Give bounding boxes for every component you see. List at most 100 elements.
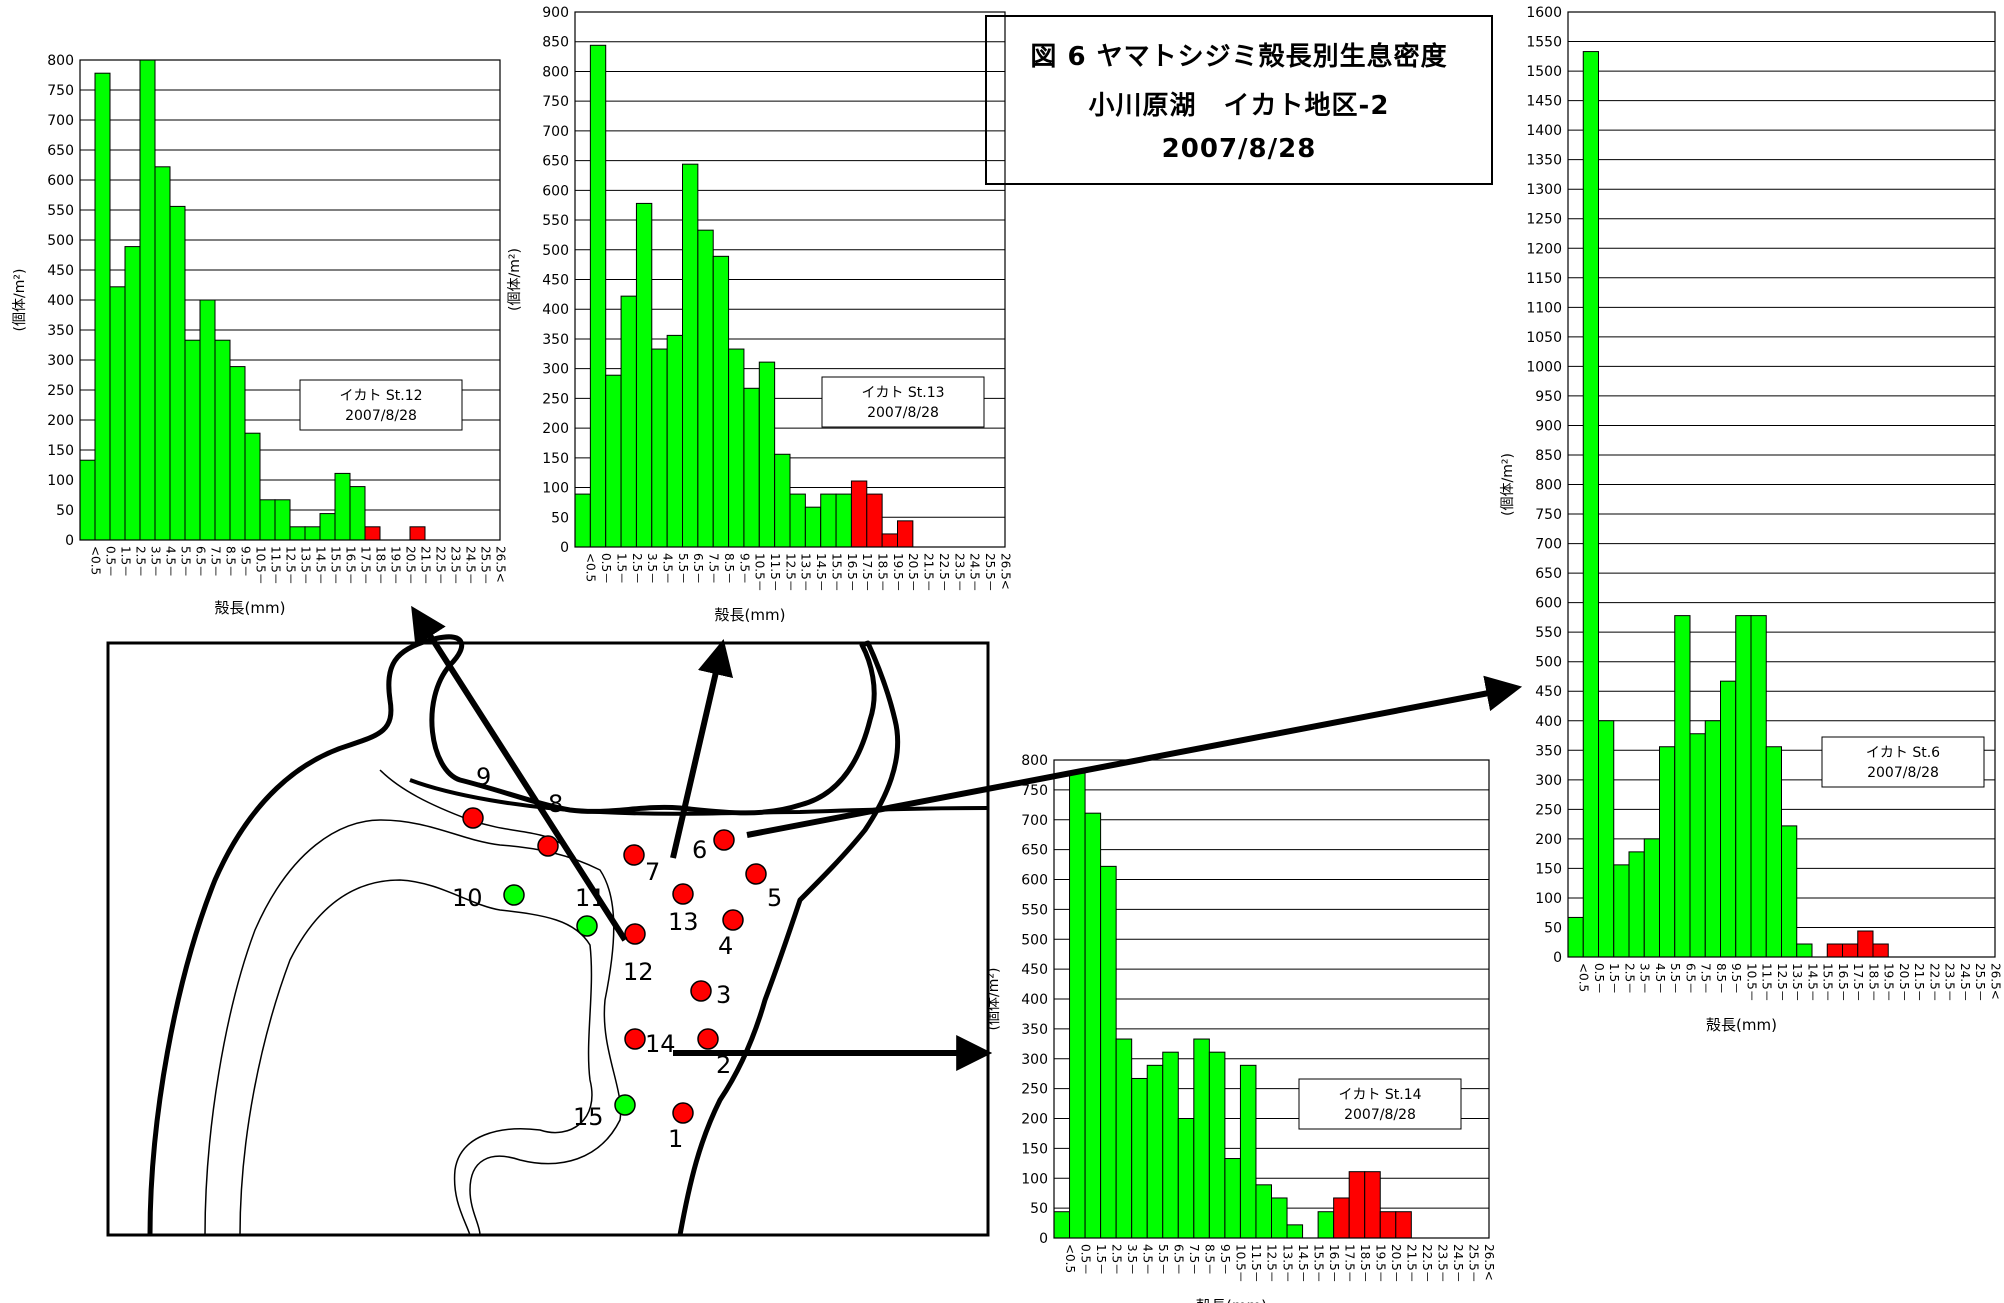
x-tick-label: 1.5－ — [1607, 963, 1621, 994]
x-tick-label: <0.5 — [1063, 1244, 1077, 1273]
station-number: 3 — [716, 981, 731, 1009]
bar — [1872, 943, 1889, 958]
x-tick-label: 26.5< — [998, 553, 1012, 590]
station-dot — [503, 884, 525, 906]
bar — [304, 526, 321, 541]
arrow — [746, 675, 1523, 838]
x-tick-label: 4.5－ — [660, 553, 674, 584]
bar — [79, 459, 96, 541]
bar — [820, 493, 837, 548]
x-axis-label: 殻長(mm) — [215, 599, 286, 617]
y-tick-label: 300 — [1535, 773, 1562, 789]
bar — [1193, 1038, 1210, 1239]
bar — [850, 480, 868, 548]
station-number: 9 — [476, 763, 491, 791]
x-tick-label: 5.5－ — [179, 546, 193, 577]
bar — [289, 526, 306, 541]
y-tick-label: 1250 — [1526, 212, 1562, 228]
bar — [1643, 838, 1660, 958]
x-tick-label: 13.5－ — [1790, 963, 1804, 1002]
bar — [1582, 51, 1599, 958]
bar — [1379, 1211, 1397, 1239]
station-number: 6 — [692, 836, 707, 864]
station-dot — [722, 909, 744, 931]
station-dot — [462, 807, 484, 829]
y-tick-label: 900 — [542, 5, 569, 21]
station-dot — [624, 923, 646, 945]
x-tick-label: 8.5－ — [1203, 1244, 1217, 1275]
station-dot — [672, 883, 694, 905]
bar — [94, 72, 111, 541]
y-tick-label: 350 — [47, 323, 74, 339]
x-tick-label: 24.5－ — [1451, 1244, 1465, 1283]
y-tick-label: 1400 — [1526, 123, 1562, 139]
y-tick-label: 650 — [1535, 566, 1562, 582]
y-tick-label: 200 — [542, 421, 569, 437]
y-tick-label: 100 — [1535, 891, 1562, 907]
y-tick-label: 750 — [1535, 507, 1562, 523]
x-tick-label: 3.5－ — [1125, 1244, 1139, 1275]
x-tick-label: 9.5－ — [239, 546, 253, 577]
bar — [1857, 930, 1874, 958]
y-tick-label: 150 — [1021, 1141, 1048, 1157]
station-label: イカト St.13 — [861, 385, 944, 401]
y-tick-label: 400 — [1021, 992, 1048, 1008]
station-label: イカト St.14 — [1338, 1087, 1421, 1103]
bar — [1053, 1211, 1071, 1239]
x-tick-label: 26.5< — [1482, 1244, 1496, 1281]
bar — [712, 255, 730, 548]
x-tick-label: 25.5－ — [983, 553, 997, 592]
x-tick-label: <0.5 — [1577, 963, 1591, 992]
x-tick-label: 6.5－ — [1683, 963, 1697, 994]
x-tick-label: 16.5－ — [344, 546, 358, 585]
bar — [259, 499, 276, 541]
bar — [666, 334, 684, 548]
y-tick-label: 1300 — [1526, 182, 1562, 198]
x-tick-label: 4.5－ — [164, 546, 178, 577]
depth-contour-1 — [204, 819, 622, 1236]
arrow — [411, 605, 628, 942]
x-tick-label: 11.5－ — [269, 546, 283, 585]
shoreline — [147, 634, 901, 1236]
plot-frame — [1567, 11, 1996, 958]
bar — [881, 533, 899, 548]
station-number: 2 — [716, 1051, 731, 1079]
y-tick-label: 100 — [47, 473, 74, 489]
x-tick-label: 2.5－ — [1622, 963, 1636, 994]
x-tick-label: 7.5－ — [1187, 1244, 1201, 1275]
station-label-box — [299, 379, 463, 431]
y-tick-label: 150 — [542, 451, 569, 467]
y-tick-label: 400 — [1535, 714, 1562, 730]
bar — [1613, 864, 1630, 958]
y-tick-label: 350 — [542, 332, 569, 348]
x-tick-label: 21.5－ — [1912, 963, 1926, 1002]
station-number: 14 — [645, 1030, 676, 1058]
station-dot — [690, 980, 712, 1002]
x-tick-label: 22.5－ — [937, 553, 951, 592]
x-tick-label: 13.5－ — [1280, 1244, 1294, 1283]
y-tick-label: 450 — [1535, 684, 1562, 700]
x-tick-label: 15.5－ — [1311, 1244, 1325, 1283]
x-tick-label: 5.5－ — [676, 553, 690, 584]
x-tick-label: 12.5－ — [1775, 963, 1789, 1002]
y-tick-label: 300 — [1021, 1052, 1048, 1068]
x-tick-label: 6.5－ — [1172, 1244, 1186, 1275]
y-tick-label: 850 — [542, 35, 569, 51]
histogram-3: 0 50 100 150 200 250 300 350 400 450 500 550 600 650 7… — [1500, 5, 2002, 1034]
bar — [274, 499, 291, 541]
bar — [1146, 1064, 1164, 1239]
y-tick-label: 450 — [1021, 962, 1048, 978]
x-axis-label: 殻長(mm) — [1196, 1297, 1267, 1303]
y-tick-label: 400 — [542, 302, 569, 318]
x-tick-label: 8.5－ — [224, 546, 238, 577]
x-tick-label: 23.5－ — [1943, 963, 1957, 1002]
y-tick-label: 550 — [542, 213, 569, 229]
y-tick-label: 1450 — [1526, 94, 1562, 110]
bar — [835, 493, 852, 548]
x-tick-label: 0.5－ — [599, 553, 613, 584]
x-tick-label: 11.5－ — [1249, 1244, 1263, 1283]
bar — [1271, 1197, 1288, 1239]
y-tick-label: 800 — [47, 53, 74, 69]
x-tick-label: 17.5－ — [1342, 1244, 1356, 1283]
